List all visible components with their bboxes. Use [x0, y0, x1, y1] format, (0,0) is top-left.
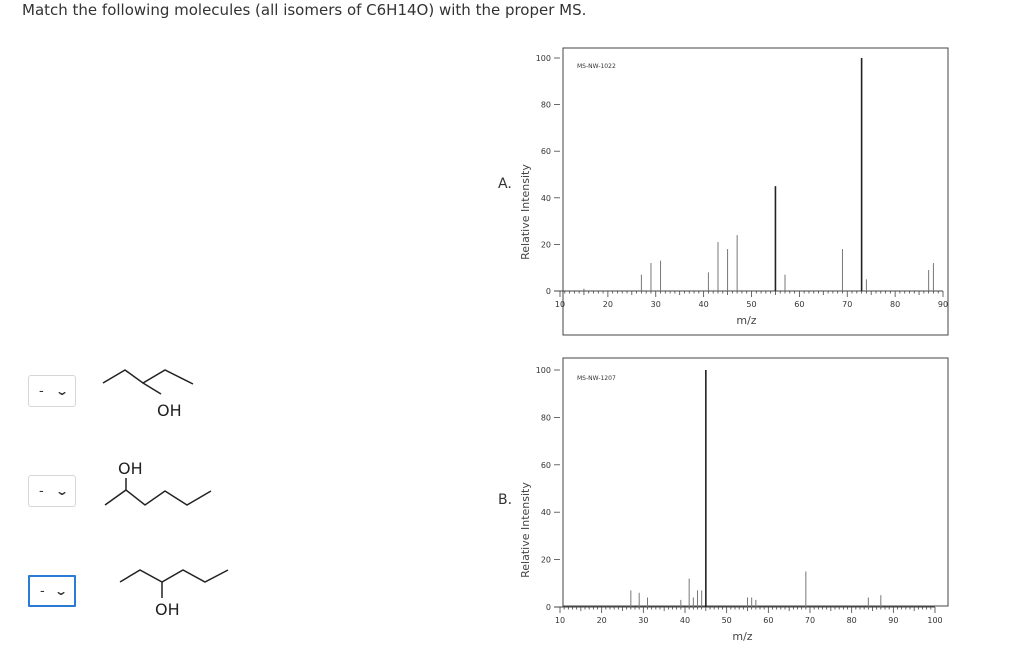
x-tick-label: 60: [794, 300, 804, 309]
x-tick-label: 60: [763, 616, 773, 625]
x-axis-label: m/z: [736, 314, 756, 327]
molecule-2-hexanol: OH: [104, 459, 212, 506]
y-axis-label: Relative Intensity: [519, 164, 532, 260]
x-tick-label: 70: [805, 616, 815, 625]
chevron-down-icon: ⌄: [54, 384, 70, 398]
y-tick-label: 20: [541, 556, 551, 565]
molecule-3-methyl-3-pentanol: OH: [102, 369, 194, 420]
dropdown-value: -: [39, 483, 44, 499]
answer-dropdown-2[interactable]: - ⌄: [28, 475, 76, 507]
x-tick-label: 90: [938, 300, 948, 309]
y-tick-label: 20: [541, 240, 551, 249]
x-tick-label: 70: [842, 300, 852, 309]
y-tick-label: 40: [541, 508, 551, 517]
y-tick-label: 60: [541, 147, 551, 156]
x-tick-label: 50: [746, 300, 756, 309]
x-tick-label: 30: [638, 616, 648, 625]
spectrum-label-b: B.: [498, 492, 513, 508]
dropdown-value: -: [40, 583, 45, 599]
spectrum-id: MS-NW-1207: [577, 375, 616, 382]
question-text: Match the following molecules (all isome…: [22, 1, 587, 19]
answer-dropdown-3[interactable]: - ⌄: [28, 575, 76, 607]
plot-frame: [562, 47, 949, 336]
plot-frame: [562, 357, 949, 607]
x-tick-label: 30: [651, 300, 661, 309]
x-tick-label: 40: [699, 300, 709, 309]
dropdown-value: -: [39, 383, 44, 399]
answer-dropdown-1[interactable]: - ⌄: [28, 375, 76, 407]
x-tick-label: 80: [847, 616, 857, 625]
hydroxyl-label: OH: [157, 401, 182, 420]
x-tick-label: 50: [722, 616, 732, 625]
x-tick-label: 10: [555, 300, 565, 309]
x-axis-label: m/z: [732, 630, 752, 643]
y-tick-label: 100: [536, 366, 551, 375]
y-tick-label: 80: [541, 413, 551, 422]
y-tick-label: 100: [536, 54, 551, 63]
hydroxyl-label: OH: [118, 459, 143, 478]
chevron-down-icon: ⌄: [54, 484, 70, 498]
y-tick-label: 40: [541, 194, 551, 203]
x-tick-label: 40: [680, 616, 690, 625]
x-tick-label: 10: [555, 616, 565, 625]
hydroxyl-label: OH: [155, 600, 180, 619]
chevron-down-icon: ⌄: [53, 584, 69, 598]
y-axis-label: Relative Intensity: [519, 482, 532, 578]
spectrum-id: MS-NW-1022: [577, 63, 616, 70]
y-tick-label: 80: [541, 101, 551, 110]
mass-spectrum-a: MS-NW-1022 Relative Intensity 10 20 30 40 50…: [519, 47, 949, 336]
mass-spectrum-b: MS-NW-1207 Relative Intensity 10 20 30 40 50…: [519, 357, 949, 643]
x-tick-label: 20: [597, 616, 607, 625]
y-tick-label: 0: [546, 287, 551, 296]
spectrum-label-a: A.: [498, 176, 512, 192]
y-tick-label: 0: [546, 603, 551, 612]
x-tick-label: 20: [603, 300, 613, 309]
y-tick-label: 60: [541, 461, 551, 470]
x-tick-label: 100: [927, 616, 942, 625]
molecule-3-hexanol: OH: [119, 569, 229, 619]
x-tick-label: 80: [890, 300, 900, 309]
x-tick-label: 90: [888, 616, 898, 625]
